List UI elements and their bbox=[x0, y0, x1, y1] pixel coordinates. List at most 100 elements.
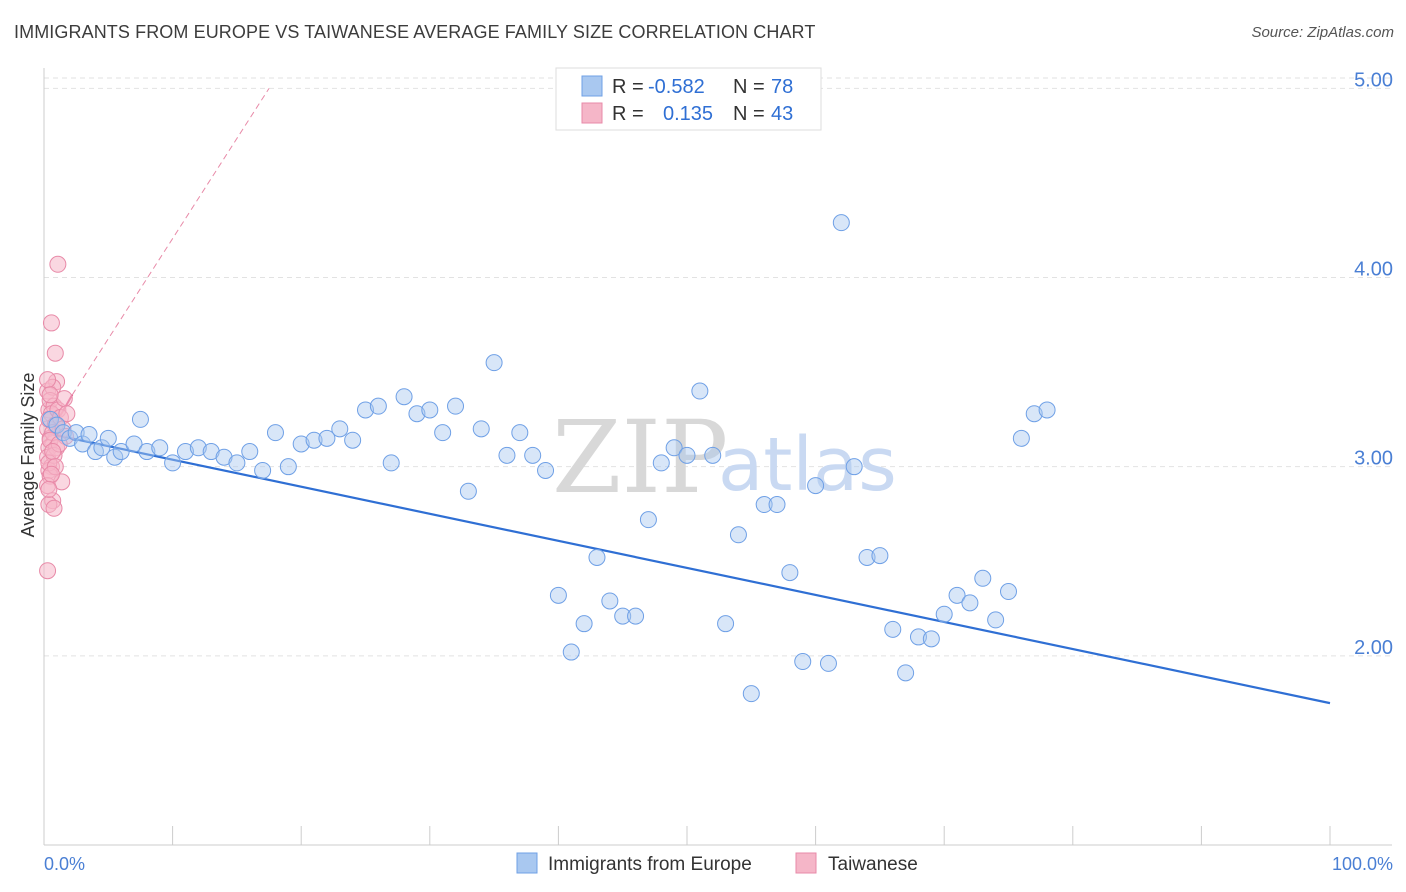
legend-r-label-taiwanese: R = bbox=[612, 103, 644, 125]
point-europe bbox=[575, 615, 593, 633]
point-europe bbox=[369, 397, 387, 415]
point-taiwanese bbox=[45, 499, 63, 517]
point-europe bbox=[987, 611, 1005, 629]
point-europe bbox=[845, 458, 863, 476]
point-europe bbox=[241, 443, 259, 461]
legend-r-value-europe: -0.582 bbox=[648, 76, 705, 98]
point-europe bbox=[652, 454, 670, 472]
point-europe bbox=[807, 477, 825, 495]
point-europe bbox=[601, 592, 619, 610]
point-europe bbox=[228, 454, 246, 472]
point-taiwanese bbox=[39, 562, 57, 580]
point-europe bbox=[408, 405, 426, 423]
y-axis-label: Average Family Size bbox=[18, 373, 38, 538]
point-taiwanese bbox=[44, 443, 62, 461]
point-taiwanese bbox=[55, 390, 73, 408]
legend-r-value-taiwanese: 0.135 bbox=[663, 103, 713, 125]
point-taiwanese bbox=[58, 405, 76, 423]
point-europe bbox=[524, 446, 542, 464]
point-europe bbox=[549, 586, 567, 604]
point-europe bbox=[858, 548, 876, 566]
point-europe bbox=[74, 435, 92, 453]
point-europe bbox=[305, 431, 323, 449]
point-europe bbox=[871, 547, 889, 565]
watermark-atlas: atlas bbox=[718, 422, 897, 508]
point-europe bbox=[106, 448, 124, 466]
point-europe bbox=[459, 482, 477, 500]
point-europe bbox=[61, 429, 79, 447]
point-europe bbox=[318, 429, 336, 447]
point-taiwanese bbox=[41, 386, 59, 404]
trend-lines bbox=[43, 88, 1331, 705]
point-europe bbox=[279, 458, 297, 476]
point-europe bbox=[176, 443, 194, 461]
point-europe bbox=[99, 429, 117, 447]
legend-n-value-taiwanese: 43 bbox=[771, 103, 793, 125]
point-europe bbox=[665, 439, 683, 457]
point-europe bbox=[704, 446, 722, 464]
legend-top: R = -0.582 N = 78 R = 0.135 N = 43 bbox=[555, 67, 822, 131]
y-tick-label: 2.00 bbox=[1354, 637, 1393, 659]
legend-n-value-europe: 78 bbox=[771, 76, 793, 98]
point-europe bbox=[948, 586, 966, 604]
point-europe bbox=[627, 607, 645, 625]
watermark: ZIP atlas bbox=[552, 399, 897, 516]
point-europe bbox=[935, 605, 953, 623]
x-tick-label-start: 0.0% bbox=[44, 854, 85, 874]
point-europe bbox=[202, 443, 220, 461]
legend-swatch-europe bbox=[581, 75, 603, 97]
point-europe bbox=[717, 615, 735, 633]
point-europe bbox=[639, 511, 657, 529]
point-europe bbox=[755, 496, 773, 514]
point-europe bbox=[54, 424, 72, 442]
point-europe bbox=[1038, 401, 1056, 419]
data-points bbox=[39, 214, 1056, 703]
point-taiwanese bbox=[40, 480, 58, 498]
x-tick-labels: 0.0% 100.0% bbox=[44, 854, 1393, 874]
point-europe bbox=[909, 628, 927, 646]
point-europe bbox=[537, 461, 555, 479]
point-europe bbox=[832, 214, 850, 232]
point-europe bbox=[395, 388, 413, 406]
point-europe bbox=[254, 461, 272, 479]
point-europe bbox=[131, 410, 149, 428]
point-europe bbox=[588, 548, 606, 566]
y-tick-label: 5.00 bbox=[1354, 69, 1393, 91]
point-taiwanese bbox=[39, 371, 57, 389]
source-label: Source: ZipAtlas.com bbox=[1251, 24, 1394, 41]
point-taiwanese bbox=[42, 314, 60, 332]
point-europe bbox=[742, 685, 760, 703]
point-europe bbox=[357, 401, 374, 419]
chart-title: IMMIGRANTS FROM EUROPE VS TAIWANESE AVER… bbox=[14, 22, 816, 42]
y-tick-label: 3.00 bbox=[1354, 448, 1393, 470]
point-europe bbox=[884, 620, 902, 638]
point-europe bbox=[1025, 405, 1043, 423]
legend-bottom-swatch-europe bbox=[516, 852, 538, 874]
point-europe bbox=[961, 594, 979, 612]
point-europe bbox=[691, 382, 709, 400]
y-tick-label: 4.00 bbox=[1354, 259, 1393, 281]
point-europe bbox=[447, 397, 465, 415]
point-europe bbox=[164, 454, 182, 472]
legend-n-label-taiwanese: N = bbox=[733, 103, 765, 125]
point-europe bbox=[1000, 583, 1017, 601]
point-europe bbox=[421, 401, 439, 419]
legend-bottom-swatch-taiwanese bbox=[795, 852, 817, 874]
point-europe bbox=[331, 420, 349, 438]
point-taiwanese bbox=[46, 344, 64, 362]
point-europe bbox=[511, 424, 529, 442]
point-europe bbox=[41, 410, 59, 428]
point-europe bbox=[215, 448, 233, 466]
legend-n-label-europe: N = bbox=[733, 76, 765, 98]
x-tick-label-end: 100.0% bbox=[1332, 854, 1393, 874]
point-europe bbox=[125, 435, 143, 453]
point-taiwanese bbox=[49, 255, 67, 273]
point-europe bbox=[768, 496, 786, 514]
point-europe bbox=[472, 420, 490, 438]
trend-line-taiwanese-extension bbox=[71, 88, 270, 396]
point-europe bbox=[151, 439, 169, 457]
point-europe bbox=[344, 431, 362, 449]
legend-bottom-label-taiwanese: Taiwanese bbox=[828, 854, 918, 875]
